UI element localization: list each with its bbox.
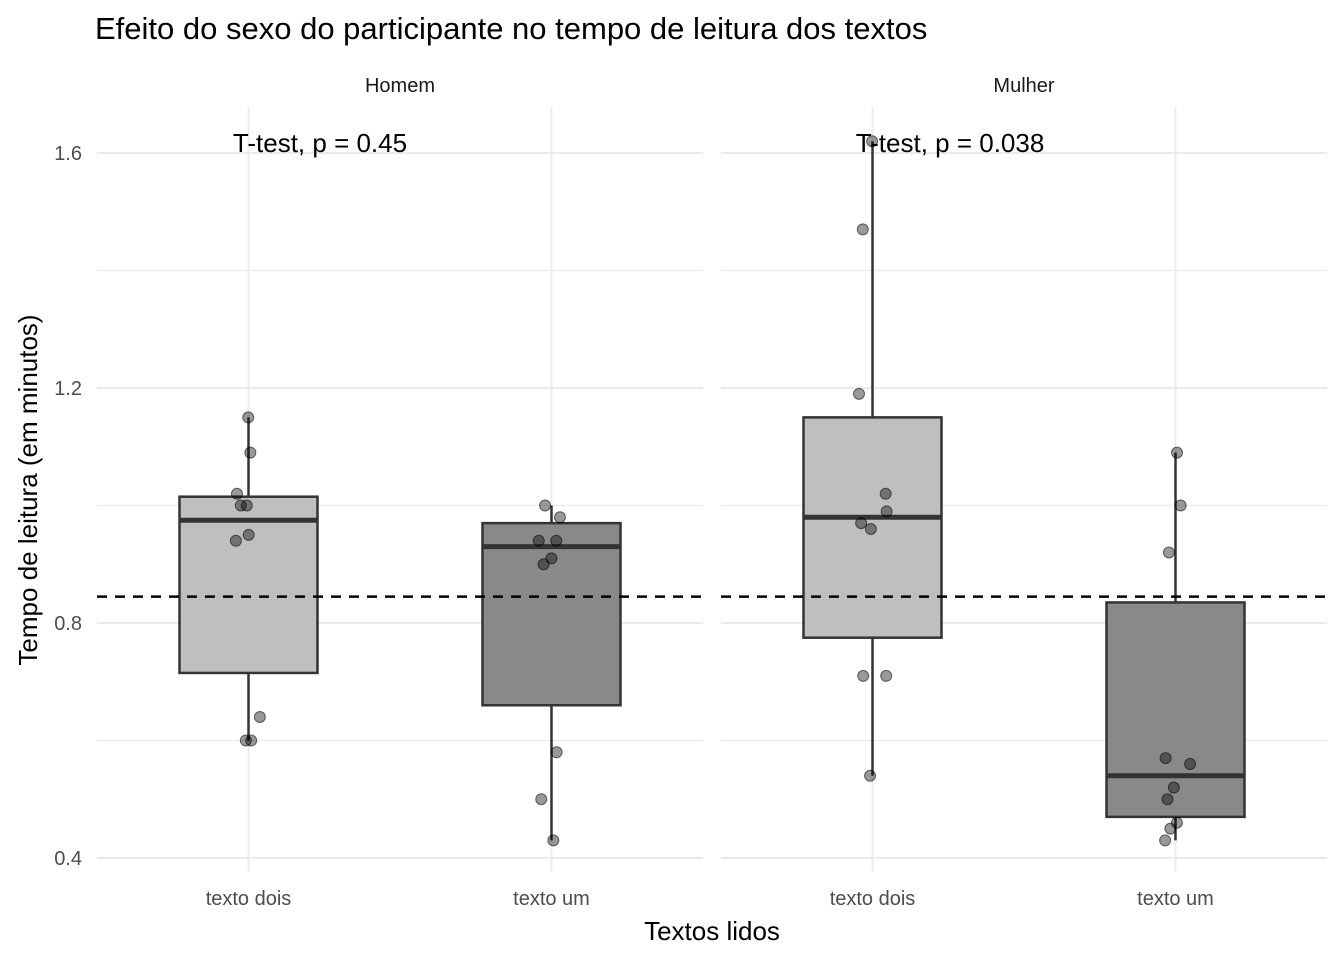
jitter-point bbox=[853, 387, 866, 400]
box-iqr bbox=[481, 521, 622, 707]
panels-layer: Homem texto dois texto um T-test, p = 0.45 M… bbox=[97, 75, 1327, 910]
y-tick-label: 0.4 bbox=[54, 848, 82, 870]
box-texto-um bbox=[1105, 446, 1246, 847]
jitter-point bbox=[1159, 834, 1172, 847]
box-iqr bbox=[1105, 601, 1246, 819]
jitter-point bbox=[229, 534, 242, 547]
jitter-point bbox=[1164, 822, 1177, 835]
box-iqr bbox=[802, 416, 943, 639]
jitter-point bbox=[864, 769, 877, 782]
jitter-point bbox=[230, 487, 243, 500]
jitter-point bbox=[879, 487, 892, 500]
jitter-point bbox=[880, 669, 893, 682]
jitter-point bbox=[1162, 546, 1175, 559]
jitter-point bbox=[550, 746, 563, 759]
ttest-annotation: T-test, p = 0.038 bbox=[856, 128, 1045, 158]
jitter-point bbox=[537, 558, 550, 571]
panel-homem: Homem texto dois texto um T-test, p = 0.45 bbox=[97, 75, 703, 910]
y-tick-label: 1.2 bbox=[54, 378, 82, 400]
box-texto-dois bbox=[178, 411, 319, 747]
jitter-point bbox=[1174, 499, 1187, 512]
jitter-point bbox=[1167, 781, 1180, 794]
x-tick-label: texto um bbox=[1137, 888, 1214, 910]
y-axis-title: Tempo de leitura (em minutos) bbox=[13, 314, 43, 665]
jitter-point bbox=[545, 552, 558, 565]
y-axis: 0.4 0.8 1.2 1.6 bbox=[54, 143, 82, 870]
jitter-point bbox=[864, 523, 877, 535]
jitter-point bbox=[856, 223, 869, 236]
jitter-point bbox=[244, 446, 257, 459]
chart-title: Efeito do sexo do participante no tempo … bbox=[95, 11, 927, 46]
x-tick-label: texto dois bbox=[830, 888, 916, 910]
jitter-point bbox=[253, 711, 266, 723]
ttest-annotation: T-test, p = 0.45 bbox=[233, 128, 407, 158]
jitter-point bbox=[242, 411, 255, 424]
jitter-point bbox=[240, 499, 253, 512]
facet-strip-label: Homem bbox=[365, 75, 435, 97]
jitter-point bbox=[242, 528, 255, 541]
x-tick-label: texto um bbox=[513, 888, 590, 910]
jitter-point bbox=[532, 534, 545, 547]
jitter-point bbox=[547, 834, 560, 847]
jitter-point bbox=[855, 517, 868, 530]
jitter-point bbox=[239, 734, 252, 747]
y-tick-label: 0.8 bbox=[54, 613, 82, 635]
panel-mulher: Mulher texto dois texto um T-test, p = 0.03… bbox=[721, 75, 1327, 910]
box-texto-dois bbox=[802, 135, 943, 782]
facet-strip-label: Mulher bbox=[993, 75, 1054, 97]
jitter-point bbox=[1171, 446, 1184, 459]
y-tick-label: 1.6 bbox=[54, 143, 82, 165]
jitter-point bbox=[1159, 752, 1172, 765]
jitter-point bbox=[880, 505, 893, 518]
jitter-point bbox=[539, 499, 552, 512]
jitter-point bbox=[1161, 793, 1174, 806]
x-axis-title: Textos lidos bbox=[644, 916, 780, 946]
jitter-point bbox=[857, 669, 870, 682]
jitter-point bbox=[553, 511, 566, 524]
jitter-point bbox=[550, 534, 563, 547]
box-texto-um bbox=[481, 499, 622, 847]
jitter-point bbox=[866, 135, 879, 148]
x-tick-label: texto dois bbox=[206, 888, 292, 910]
jitter-point bbox=[535, 793, 548, 806]
box-iqr bbox=[178, 495, 319, 675]
jitter-point bbox=[1184, 758, 1197, 770]
